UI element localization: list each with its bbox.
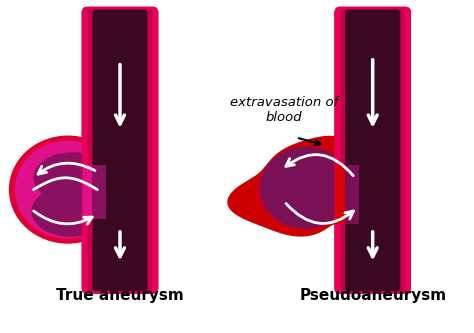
FancyBboxPatch shape — [88, 9, 153, 292]
Ellipse shape — [15, 141, 121, 239]
FancyBboxPatch shape — [82, 7, 158, 294]
Ellipse shape — [9, 136, 127, 244]
Bar — [92, 165, 106, 219]
FancyBboxPatch shape — [92, 10, 147, 291]
FancyBboxPatch shape — [345, 10, 400, 291]
FancyBboxPatch shape — [92, 10, 147, 291]
FancyBboxPatch shape — [340, 9, 405, 292]
FancyBboxPatch shape — [334, 7, 411, 294]
Polygon shape — [260, 147, 351, 229]
Text: extravasation of
blood: extravasation of blood — [230, 96, 338, 124]
FancyBboxPatch shape — [340, 9, 405, 292]
Text: Pseudoaneurysm: Pseudoaneurysm — [299, 288, 446, 303]
FancyBboxPatch shape — [82, 7, 158, 294]
Polygon shape — [228, 136, 394, 237]
Ellipse shape — [31, 186, 110, 237]
Bar — [82, 165, 104, 219]
Ellipse shape — [34, 152, 112, 203]
Bar — [335, 165, 357, 224]
Polygon shape — [256, 150, 356, 229]
FancyBboxPatch shape — [334, 7, 411, 294]
FancyBboxPatch shape — [345, 10, 400, 291]
Text: True aneurysm: True aneurysm — [56, 288, 184, 303]
Bar — [345, 165, 359, 224]
FancyBboxPatch shape — [88, 9, 153, 292]
